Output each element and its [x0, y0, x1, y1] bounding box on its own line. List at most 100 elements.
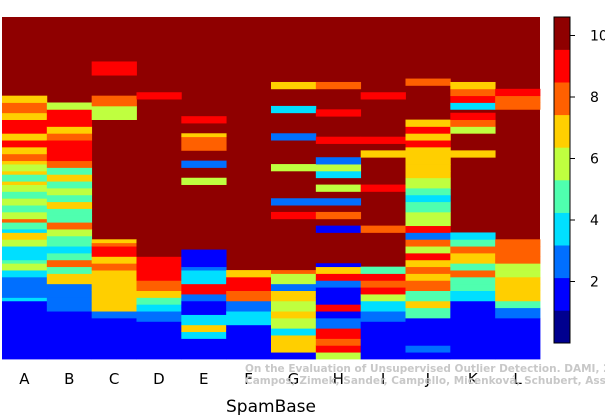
heatmap-cell-H-17: [315, 170, 362, 179]
heatmap-cell-C-12: [91, 95, 137, 107]
heatmap-cell-G-5: [271, 300, 317, 312]
heatmap-cell-A-33: [2, 95, 48, 103]
heatmap-cell-J-21: [405, 177, 451, 189]
heatmap-cell-K-0: [450, 317, 496, 360]
heatmap-cell-B-4: [46, 283, 93, 298]
heatmap-cell-L-5: [495, 276, 541, 285]
heatmap-cell-H-15: [315, 198, 362, 206]
heatmap-cell-A-18: [2, 191, 48, 199]
heatmap-cell-A-8: [2, 252, 48, 261]
heatmap-cell-E-13: [181, 256, 227, 261]
heatmap-cell-C-5: [91, 270, 137, 281]
heatmap-cell-A-0: [2, 317, 48, 360]
heatmap-cell-G-1: [271, 335, 317, 353]
heatmap-cell-D-9: [136, 239, 182, 250]
heatmap-cell-D-2: [136, 304, 182, 312]
heatmap-cell-E-1: [181, 338, 227, 346]
heatmap-cell-K-2: [450, 290, 496, 302]
heatmap-cell-I-5: [360, 287, 406, 295]
heatmap-cell-K-12: [450, 126, 496, 134]
heatmap-cell-L-3: [495, 290, 541, 302]
heatmap-cell-C-8: [91, 246, 137, 257]
watermark-line-1: On the Evaluation of Unsupervised Outlie…: [245, 363, 605, 375]
heatmap-cell-H-4: [315, 317, 362, 329]
heatmap-cell-F-4: [226, 300, 272, 312]
heatmap-cell-L-9: [495, 246, 541, 257]
heatmap-cell-C-2: [91, 300, 137, 312]
heatmap-cell-J-0: [405, 352, 451, 360]
heatmap-cell-K-3: [450, 283, 496, 291]
heatmap-cell-I-2: [360, 311, 406, 322]
heatmap-cell-B-21: [46, 160, 93, 168]
heatmap-cell-H-11: [315, 266, 362, 274]
heatmap-cell-H-12: [315, 263, 362, 268]
heatmap-cell-B-14: [46, 208, 93, 216]
heatmap-cell-C-9: [91, 242, 137, 247]
heatmap-cell-I-13: [360, 92, 406, 100]
heatmap-cell-L-0: [495, 317, 541, 360]
heatmap-cell-L-6: [495, 270, 541, 278]
heatmap-cell-J-9: [405, 273, 451, 281]
heatmap-cell-F-8: [226, 270, 272, 278]
heatmap-cell-G-3: [271, 317, 317, 329]
heatmap-cell-E-10: [181, 270, 227, 278]
heatmap-cell-B-27: [46, 109, 93, 120]
x-tick-label-E: E: [199, 370, 208, 388]
heatmap-cell-D-5: [136, 280, 182, 291]
heatmap-cell-J-22: [405, 170, 451, 179]
heatmap-cell-F-7: [226, 276, 272, 285]
heatmap-cell-J-27: [405, 133, 451, 141]
heatmap-cell-G-11: [271, 211, 317, 220]
heatmap-cell-K-18: [450, 81, 496, 90]
heatmap-cell-G-15: [271, 105, 317, 114]
colorbar-segment-0: [554, 310, 570, 344]
heatmap-cell-K-5: [450, 270, 496, 278]
colorbar-segment-6: [554, 114, 570, 148]
heatmap-cell-E-11: [181, 266, 227, 271]
heatmap-cell-G-9: [271, 273, 317, 281]
heatmap-cell-E-8: [181, 283, 227, 295]
heatmap-cell-B-9: [46, 246, 93, 254]
heatmap-cell-A-29: [2, 129, 48, 134]
heatmap-cell-H-7: [315, 297, 362, 305]
heatmap-cell-F-0: [226, 352, 272, 360]
heatmap-cell-L-7: [495, 263, 541, 271]
heatmap-cell-E-19: [181, 116, 227, 124]
heatmap-cell-G-4: [271, 311, 317, 319]
heatmap-cell-A-20: [2, 181, 48, 185]
heatmap-cell-B-18: [46, 181, 93, 189]
heatmap-cell-J-7: [405, 290, 451, 302]
heatmap-cell-J-8: [405, 280, 451, 291]
heatmap-cell-H-3: [315, 328, 362, 339]
heatmap-cell-E-6: [181, 300, 227, 309]
colorbar-tick-label-10: 10: [590, 29, 605, 45]
heatmap-cell-B-0: [46, 321, 93, 360]
colorbar-ticks: 2 4 6 8 10: [570, 29, 605, 291]
colorbar-segment-4: [554, 180, 570, 213]
heatmap-cell-D-7: [136, 256, 182, 268]
heatmap-cell-D-4: [136, 290, 182, 298]
heatmap-cell-I-3: [360, 300, 406, 312]
heatmap-cell-A-7: [2, 259, 48, 264]
heatmap-cell-A-32: [2, 102, 48, 114]
heatmap-cell-J-15: [405, 232, 451, 240]
heatmap-cell-B-11: [46, 229, 93, 237]
colorbar-tick-label-4: 4: [590, 213, 599, 229]
heatmap-cell-C-3: [91, 290, 137, 302]
heatmap-cell-K-13: [450, 119, 496, 127]
heatmap-cell-C-4: [91, 280, 137, 291]
colorbar-tick-label-6: 6: [590, 152, 599, 168]
colorbar-segment-5: [554, 147, 570, 181]
heatmap-cell-C-10: [91, 239, 137, 244]
heatmap-cell-L-2: [495, 300, 541, 309]
heatmap-cell-B-16: [46, 194, 93, 203]
colorbar-segment-7: [554, 82, 570, 116]
heatmap-cell-H-2: [315, 338, 362, 346]
heatmap-cell-D-0: [136, 321, 182, 360]
heatmap-cell-J-3: [405, 328, 451, 339]
colorbar-segment-9: [554, 17, 570, 50]
heatmap-cell-A-10: [2, 239, 48, 247]
heatmap-cell-L-1: [495, 307, 541, 319]
heatmap-cell-A-26: [2, 146, 48, 155]
heatmap-cell-C-0: [91, 317, 137, 360]
